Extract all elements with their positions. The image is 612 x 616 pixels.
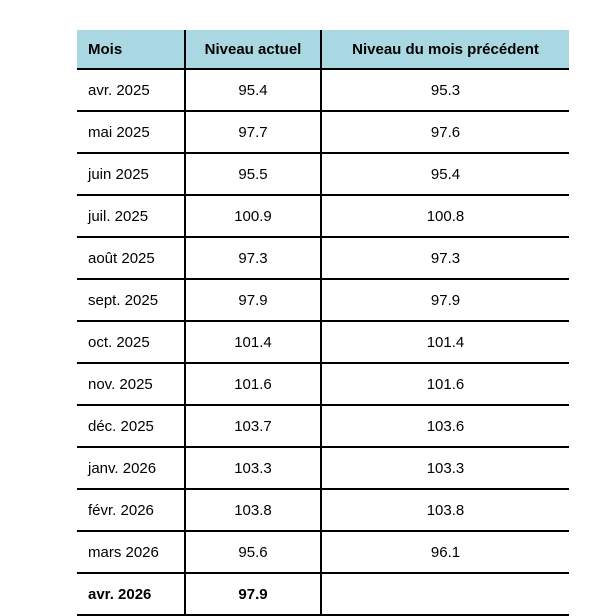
current-level-cell: 103.8 [184, 489, 322, 532]
previous-level-cell [321, 573, 569, 616]
previous-level-cell: 96.1 [321, 531, 569, 574]
previous-level-cell: 103.8 [321, 489, 569, 532]
month-cell: janv. 2026 [77, 447, 185, 490]
previous-level-cell: 100.8 [321, 195, 569, 238]
current-level-cell: 95.4 [184, 69, 322, 112]
previous-level-cell: 103.3 [321, 447, 569, 490]
month-cell: juil. 2025 [77, 195, 185, 238]
table-row: sept. 2025 97.9 97.9 [77, 279, 569, 322]
previous-level-cell: 101.6 [321, 363, 569, 406]
month-cell: juin 2025 [77, 153, 185, 196]
current-level-cell: 97.7 [184, 111, 322, 154]
current-level-cell: 95.6 [184, 531, 322, 574]
table-row: avr. 2025 95.4 95.3 [77, 69, 569, 112]
table-row: mai 2025 97.7 97.6 [77, 111, 569, 154]
monthly-levels-table: Mois Niveau actuel Niveau du mois précéd… [77, 30, 569, 616]
previous-level-cell: 97.3 [321, 237, 569, 280]
table-row: nov. 2025 101.6 101.6 [77, 363, 569, 406]
month-cell: avr. 2026 [77, 573, 185, 616]
header-previous-level: Niveau du mois précédent [321, 30, 569, 70]
header-month: Mois [77, 30, 185, 70]
month-cell: févr. 2026 [77, 489, 185, 532]
table-row: oct. 2025 101.4 101.4 [77, 321, 569, 364]
table-row-latest: avr. 2026 97.9 [77, 573, 569, 616]
table-row: mars 2026 95.6 96.1 [77, 531, 569, 574]
current-level-cell: 101.4 [184, 321, 322, 364]
previous-level-cell: 103.6 [321, 405, 569, 448]
current-level-cell: 103.3 [184, 447, 322, 490]
table-row: juin 2025 95.5 95.4 [77, 153, 569, 196]
month-cell: nov. 2025 [77, 363, 185, 406]
month-cell: oct. 2025 [77, 321, 185, 364]
table-row: juil. 2025 100.9 100.8 [77, 195, 569, 238]
header-row: Mois Niveau actuel Niveau du mois précéd… [77, 30, 569, 70]
previous-level-cell: 95.3 [321, 69, 569, 112]
current-level-cell: 97.9 [184, 279, 322, 322]
previous-level-cell: 101.4 [321, 321, 569, 364]
month-cell: sept. 2025 [77, 279, 185, 322]
previous-level-cell: 97.9 [321, 279, 569, 322]
current-level-cell: 95.5 [184, 153, 322, 196]
table-row: août 2025 97.3 97.3 [77, 237, 569, 280]
current-level-cell: 100.9 [184, 195, 322, 238]
current-level-cell: 97.3 [184, 237, 322, 280]
table-row: déc. 2025 103.7 103.6 [77, 405, 569, 448]
header-current-level: Niveau actuel [184, 30, 322, 70]
previous-level-cell: 95.4 [321, 153, 569, 196]
current-level-cell: 103.7 [184, 405, 322, 448]
month-cell: mars 2026 [77, 531, 185, 574]
previous-level-cell: 97.6 [321, 111, 569, 154]
table-row: janv. 2026 103.3 103.3 [77, 447, 569, 490]
month-cell: déc. 2025 [77, 405, 185, 448]
month-cell: août 2025 [77, 237, 185, 280]
current-level-cell: 101.6 [184, 363, 322, 406]
current-level-cell: 97.9 [184, 573, 322, 616]
month-cell: avr. 2025 [77, 69, 185, 112]
month-cell: mai 2025 [77, 111, 185, 154]
table-row: févr. 2026 103.8 103.8 [77, 489, 569, 532]
